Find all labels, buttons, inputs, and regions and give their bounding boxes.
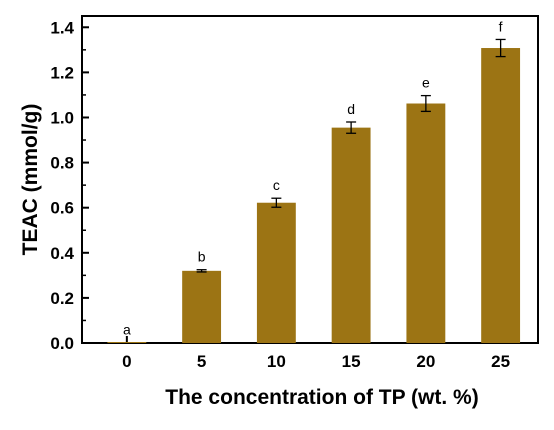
significance-label: f xyxy=(499,18,503,34)
x-axis: 0 5 10 15 20 25 xyxy=(122,336,510,371)
x-tick-label: 10 xyxy=(267,352,286,371)
y-tick-label: 0.2 xyxy=(50,289,74,308)
significance-label: c xyxy=(273,177,280,193)
plot-frame xyxy=(81,15,539,344)
y-tick-label: 0.6 xyxy=(50,199,74,218)
significance-label: a xyxy=(123,321,131,337)
y-tick-label: 0.0 xyxy=(50,334,74,353)
significance-label: e xyxy=(422,75,430,91)
y-tick-label: 1.4 xyxy=(50,18,74,37)
x-axis-title: The concentration of TP (wt. %) xyxy=(165,386,478,409)
x-tick-label: 20 xyxy=(416,352,435,371)
bar xyxy=(107,342,147,343)
x-tick-label: 25 xyxy=(491,352,510,371)
y-axis: 0.0 0.2 0.4 0.6 0.8 1.0 1.2 1.4 xyxy=(50,18,89,353)
bar xyxy=(256,202,296,343)
significance-label: b xyxy=(198,249,206,265)
y-tick-label: 0.8 xyxy=(50,154,74,173)
y-tick-label: 0.4 xyxy=(50,244,74,263)
bar xyxy=(182,270,222,343)
y-tick-label: 1.2 xyxy=(50,63,74,82)
bar-series: a b c d e f xyxy=(107,18,521,344)
bar xyxy=(481,48,521,344)
x-tick-label: 5 xyxy=(197,352,206,371)
x-tick-label: 0 xyxy=(122,352,131,371)
y-tick-label: 1.0 xyxy=(50,108,74,127)
bar xyxy=(331,127,371,343)
significance-label: d xyxy=(347,101,355,117)
x-tick-label: 15 xyxy=(342,352,361,371)
bar xyxy=(406,103,446,343)
y-axis-title: TEAC (mmol/g) xyxy=(19,104,42,256)
